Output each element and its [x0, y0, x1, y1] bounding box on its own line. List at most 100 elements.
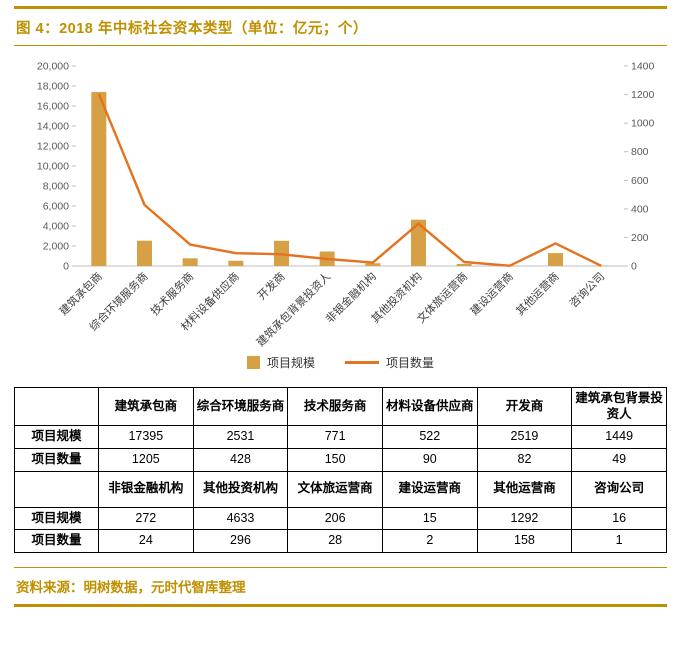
bar-legend-swatch-icon	[246, 356, 260, 369]
right-axis-label: 1200	[631, 89, 655, 101]
top-rule	[14, 6, 667, 9]
left-axis-label: 14,000	[37, 121, 69, 133]
title-divider-rule	[14, 45, 667, 46]
figure-title: 图 4：2018 年中标社会资本类型（单位：亿元；个）	[16, 21, 368, 37]
value-cell: 1205	[98, 447, 194, 472]
bar	[137, 240, 152, 266]
bar	[548, 253, 563, 266]
right-axis-label: 200	[631, 232, 649, 244]
value-cell: 522	[381, 425, 478, 449]
x-axis-label: 咨询公司	[566, 269, 607, 310]
value-cell: 1	[571, 529, 667, 553]
data-table: 建筑承包商 综合环境服务商 技术服务商 材料设备供应商 开发商 建筑承包背景投资人 项目规模…	[14, 386, 667, 553]
table-row: 项目数量 1205 428 150 90 82 49	[14, 447, 667, 472]
value-cell: 16	[571, 506, 667, 531]
line-legend-swatch-icon	[345, 361, 379, 364]
value-cell: 1449	[571, 425, 667, 449]
report-page: 图 4：2018 年中标社会资本类型（单位：亿元；个） 0 2,000 4,000 6…	[14, 6, 667, 607]
line-series	[97, 93, 602, 267]
combo-chart: 0 2,000 4,000 6,000 8,000 10,000 12,000 14,000 1…	[37, 61, 655, 350]
left-axis-label: 20,000	[37, 61, 69, 73]
right-axis-label: 0	[631, 261, 637, 273]
column-header-cell: 技术服务商	[287, 386, 383, 427]
table-header-row: 建筑承包商 综合环境服务商 技术服务商 材料设备供应商 开发商 建筑承包背景投资人	[14, 386, 667, 427]
row-header-cell: 项目数量	[14, 529, 99, 553]
source-top-rule	[14, 566, 667, 568]
left-axis-label: 10,000	[37, 161, 69, 173]
left-axis-label: 16,000	[37, 101, 69, 113]
value-cell: 206	[287, 506, 383, 531]
source-note: 资料来源：明树数据，元时代智库整理	[16, 579, 246, 595]
value-cell: 24	[98, 529, 194, 553]
value-cell: 428	[192, 447, 289, 472]
value-cell: 1292	[476, 506, 573, 531]
right-axis-label: 400	[631, 203, 649, 215]
column-header-cell: 综合环境服务商	[192, 386, 289, 427]
left-axis-label: 8,000	[43, 181, 69, 193]
column-header-cell: 建设运营商	[381, 470, 478, 508]
left-axis-label: 6,000	[43, 201, 69, 213]
column-header-cell: 建筑承包背景投资人	[571, 386, 667, 427]
column-header-cell: 文体旅运营商	[287, 470, 383, 508]
corner-cell	[14, 470, 99, 508]
left-axis-label: 4,000	[43, 221, 69, 233]
column-header-cell: 非银金融机构	[98, 470, 194, 508]
value-cell: 158	[476, 529, 573, 553]
chart-area: 0 2,000 4,000 6,000 8,000 10,000 12,000 14,000 1…	[14, 54, 667, 371]
value-cell: 49	[571, 447, 667, 472]
table-row: 项目数量 24 296 28 2 158 1	[14, 529, 667, 553]
table-row: 项目规模 17395 2531 771 522 2519 1449	[14, 425, 667, 449]
source-block: 资料来源：明树数据，元时代智库整理	[14, 566, 667, 607]
left-axis-label: 2,000	[43, 241, 69, 253]
bar	[91, 92, 107, 266]
column-header-cell: 建筑承包商	[98, 386, 194, 427]
row-header-cell: 项目规模	[14, 506, 99, 531]
right-axis-label: 600	[631, 175, 649, 187]
column-header-cell: 其他投资机构	[192, 470, 289, 508]
bar	[365, 263, 381, 266]
value-cell: 2531	[192, 425, 289, 449]
left-axis-label: 0	[63, 261, 69, 273]
value-cell: 90	[381, 447, 478, 472]
left-axis-label: 12,000	[37, 141, 69, 153]
value-cell: 2519	[476, 425, 573, 449]
value-cell: 2	[381, 529, 478, 553]
column-header-cell: 开发商	[476, 386, 573, 427]
x-axis-label: 开发商	[254, 269, 287, 302]
bottom-rule	[14, 603, 667, 607]
legend-item-line: 项目数量	[345, 354, 434, 371]
column-header-cell: 材料设备供应商	[381, 386, 478, 427]
value-cell: 17395	[98, 425, 194, 449]
right-axis-label: 800	[631, 146, 649, 158]
value-cell: 4633	[192, 506, 289, 531]
value-cell: 82	[476, 447, 573, 472]
x-axis-label: 其他运营商	[513, 269, 562, 318]
x-axis-label: 建筑承包商	[56, 269, 105, 318]
corner-cell	[14, 386, 99, 427]
left-axis-label: 18,000	[37, 81, 69, 93]
right-axis-label: 1400	[631, 61, 655, 73]
bar	[228, 260, 244, 266]
chart-legend: 项目规模 项目数量	[14, 354, 667, 371]
bar	[182, 258, 198, 266]
column-header-cell: 其他运营商	[476, 470, 573, 508]
right-axis-label: 1000	[631, 118, 655, 130]
value-cell: 771	[287, 425, 383, 449]
value-cell: 15	[381, 506, 478, 531]
x-axis-label: 建设运营商	[467, 269, 516, 318]
legend-item-bar: 项目规模	[246, 354, 315, 371]
column-header-cell: 咨询公司	[571, 470, 667, 508]
x-axis-label: 技术服务商	[147, 269, 196, 318]
x-axis-label: 建筑承包背景投资人	[253, 269, 333, 349]
value-cell: 296	[192, 529, 289, 553]
legend-label-bar: 项目规模	[266, 356, 315, 370]
bar	[456, 263, 472, 266]
row-header-cell: 项目规模	[14, 425, 99, 449]
table-row: 项目规模 272 4633 206 15 1292 16	[14, 506, 667, 531]
table-header-row: 非银金融机构 其他投资机构 文体旅运营商 建设运营商 其他运营商 咨询公司	[14, 470, 667, 508]
value-cell: 150	[287, 447, 383, 472]
legend-label-line: 项目数量	[386, 356, 435, 370]
bar	[411, 219, 426, 266]
value-cell: 272	[98, 506, 194, 531]
value-cell: 28	[287, 529, 383, 553]
